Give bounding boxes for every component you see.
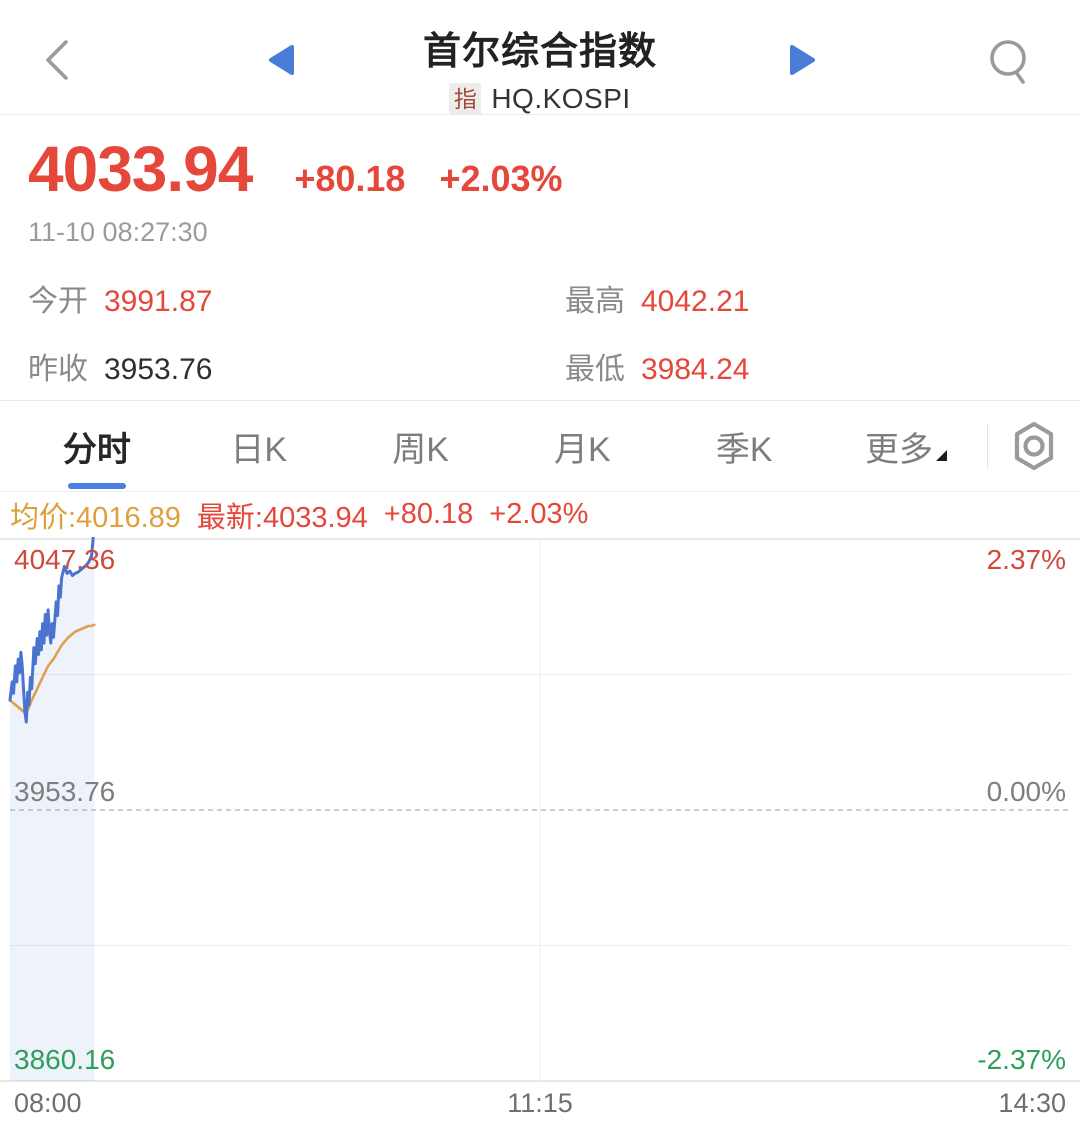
gear-icon — [1014, 421, 1054, 471]
quote-timestamp: 11-10 08:27:30 — [28, 217, 208, 247]
quote-section: 4033.94 +80.18 +2.03% 11-10 08:27:30 今开 … — [0, 115, 1080, 400]
tab-daily-k[interactable]: 日K — [230, 430, 288, 469]
tabs-divider — [987, 423, 988, 469]
stat-low: 最低 3984.24 — [565, 353, 750, 386]
x-label-mid: 11:15 — [507, 1088, 573, 1118]
y-label-low: 3860.16 — [14, 1044, 116, 1075]
next-index-icon[interactable] — [790, 44, 816, 76]
stat-open: 今开 3991.87 — [28, 285, 213, 318]
price-change: +80.18 — [294, 158, 406, 199]
x-label-close: 14:30 — [998, 1088, 1066, 1118]
chart-plot-area[interactable] — [0, 537, 1080, 1083]
active-tab-indicator — [67, 483, 126, 489]
legend-change: +80.18 — [383, 498, 474, 530]
intraday-chart: 4047.36 2.37% 3953.76 0.00% 3860.16 -2.3… — [0, 537, 1080, 1126]
index-symbol: HQ.KOSPI — [491, 83, 631, 114]
tab-monthly-k[interactable]: 月K — [554, 430, 611, 469]
tab-minute[interactable]: 分时 — [16, 401, 178, 491]
quote-stats: 今开 3991.87 最高 4042.21 昨收 3953.76 最低 3984… — [28, 276, 1052, 388]
y-label-high-pct: 2.37% — [986, 544, 1066, 575]
y-label-high: 4047.36 — [14, 544, 116, 575]
index-type-badge: 指 — [449, 83, 482, 115]
y-label-low-pct: -2.37% — [977, 1044, 1066, 1075]
chart-legend: 均价:4016.89 最新:4033.94 +80.18 +2.03% — [0, 492, 1080, 537]
last-price: 4033.94 — [28, 133, 253, 205]
tab-more[interactable]: 更多 — [825, 401, 987, 491]
chart-settings-button[interactable] — [988, 401, 1080, 491]
price-area-fill — [10, 537, 95, 1081]
search-icon[interactable] — [986, 36, 1034, 88]
legend-change-pct: +2.03% — [489, 498, 589, 530]
stat-high: 最高 4042.21 — [565, 285, 750, 318]
chart-gridlines — [10, 539, 1070, 1081]
back-icon[interactable] — [36, 36, 80, 84]
header: 首尔综合指数 指 HQ.KOSPI — [0, 0, 1080, 115]
tab-weekly-k[interactable]: 周K — [392, 430, 449, 469]
prev-index-icon[interactable] — [268, 44, 294, 76]
legend-average-price: 均价:4016.89 — [10, 501, 181, 534]
period-tabs: 分时 日K 周K 月K 季K 更多 — [0, 400, 1080, 492]
price-line — [8, 537, 95, 724]
price-change-pct: +2.03% — [439, 158, 563, 199]
legend-latest-price: 最新:4033.94 — [196, 501, 368, 534]
x-label-open: 08:00 — [14, 1088, 82, 1118]
more-dropdown-caret — [936, 449, 948, 461]
tab-quarterly-k[interactable]: 季K — [715, 430, 773, 469]
y-label-base: 3953.76 — [14, 776, 116, 807]
y-label-base-pct: 0.00% — [986, 776, 1066, 807]
page-title: 首尔综合指数 — [422, 31, 657, 73]
stat-prev-close: 昨收 3953.76 — [28, 353, 213, 386]
title-block: 首尔综合指数 指 HQ.KOSPI — [0, 0, 1080, 115]
